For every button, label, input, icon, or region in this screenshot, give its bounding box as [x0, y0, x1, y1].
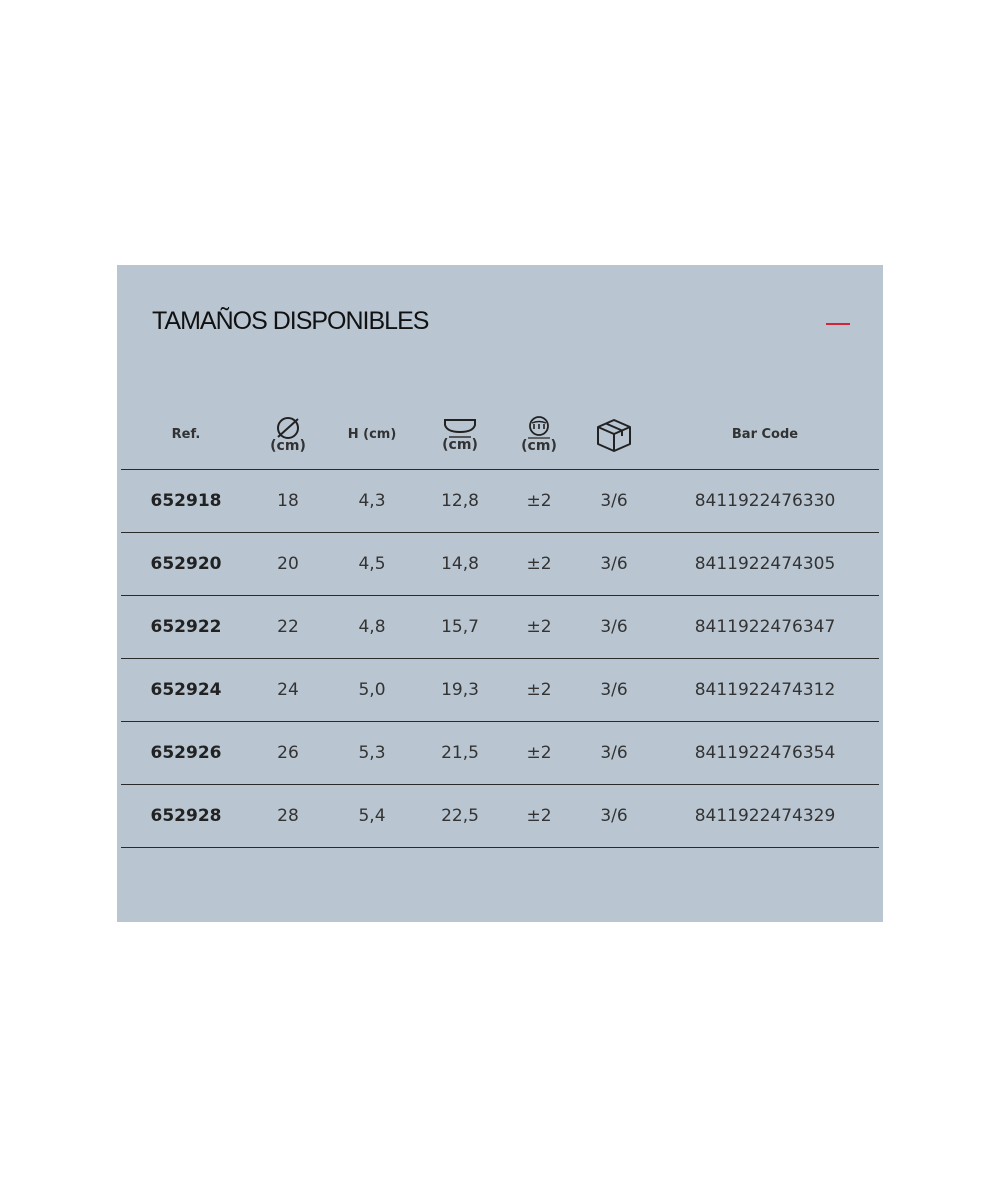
cell-induction: ±2 [501, 658, 577, 722]
induction-icon [528, 415, 550, 439]
cell-induction: ±2 [501, 469, 577, 533]
cell-induction: ±2 [501, 532, 577, 596]
header-induction: (cm) [501, 400, 577, 470]
cell-base: 22,5 [419, 784, 501, 848]
cell-induction: ±2 [501, 784, 577, 848]
cell-box: 3/6 [577, 595, 651, 659]
header-base: (cm) [419, 400, 501, 470]
cell-base: 21,5 [419, 721, 501, 785]
table-row: 652924 24 5,0 19,3 ±2 3/6 8411922474312 [121, 658, 879, 722]
cell-height: 5,4 [325, 784, 419, 848]
box-icon [597, 418, 631, 452]
cell-box: 3/6 [577, 658, 651, 722]
sizes-table: Ref. (cm) H (cm) (cm) (cm) Bar Code [121, 400, 879, 848]
cell-diameter: 26 [251, 721, 325, 785]
header-box [577, 400, 651, 470]
cell-ref: 652918 [121, 469, 251, 533]
cell-box: 3/6 [577, 721, 651, 785]
cell-height: 5,3 [325, 721, 419, 785]
sizes-panel: TAMAÑOS DISPONIBLES Ref. (cm) H (cm) (cm… [117, 265, 883, 922]
table-row: 652928 28 5,4 22,5 ±2 3/6 8411922474329 [121, 784, 879, 848]
cell-diameter: 22 [251, 595, 325, 659]
cell-box: 3/6 [577, 532, 651, 596]
cell-box: 3/6 [577, 469, 651, 533]
cell-base: 12,8 [419, 469, 501, 533]
cell-height: 4,5 [325, 532, 419, 596]
cell-barcode: 8411922476347 [651, 595, 879, 659]
cell-height: 4,3 [325, 469, 419, 533]
cell-diameter: 20 [251, 532, 325, 596]
cell-height: 5,0 [325, 658, 419, 722]
header-height: H (cm) [347, 427, 397, 442]
cell-ref: 652926 [121, 721, 251, 785]
cell-induction: ±2 [501, 595, 577, 659]
diameter-icon [277, 416, 299, 439]
header-barcode: Bar Code [731, 427, 799, 442]
cell-barcode: 8411922474312 [651, 658, 879, 722]
cell-base: 19,3 [419, 658, 501, 722]
cell-barcode: 8411922476330 [651, 469, 879, 533]
table-row: 652922 22 4,8 15,7 ±2 3/6 8411922476347 [121, 595, 879, 659]
table-row: 652918 18 4,3 12,8 ±2 3/6 8411922476330 [121, 469, 879, 533]
cell-base: 15,7 [419, 595, 501, 659]
header-row: Ref. (cm) H (cm) (cm) (cm) Bar Code [121, 400, 879, 470]
table-row: 652926 26 5,3 21,5 ±2 3/6 8411922476354 [121, 721, 879, 785]
cell-box: 3/6 [577, 784, 651, 848]
cell-base: 14,8 [419, 532, 501, 596]
cell-diameter: 28 [251, 784, 325, 848]
section-title: TAMAÑOS DISPONIBLES [152, 307, 429, 335]
cell-induction: ±2 [501, 721, 577, 785]
cell-ref: 652920 [121, 532, 251, 596]
cell-barcode: 8411922474305 [651, 532, 879, 596]
cell-diameter: 24 [251, 658, 325, 722]
cell-diameter: 18 [251, 469, 325, 533]
minus-icon[interactable] [826, 323, 850, 325]
base-diameter-icon [444, 418, 476, 438]
table-row: 652920 20 4,5 14,8 ±2 3/6 8411922474305 [121, 532, 879, 596]
cell-height: 4,8 [325, 595, 419, 659]
header-diameter: (cm) [251, 400, 325, 470]
header-ref: Ref. [171, 427, 201, 442]
cell-ref: 652924 [121, 658, 251, 722]
cell-ref: 652922 [121, 595, 251, 659]
cell-barcode: 8411922476354 [651, 721, 879, 785]
cell-barcode: 8411922474329 [651, 784, 879, 848]
cell-ref: 652928 [121, 784, 251, 848]
